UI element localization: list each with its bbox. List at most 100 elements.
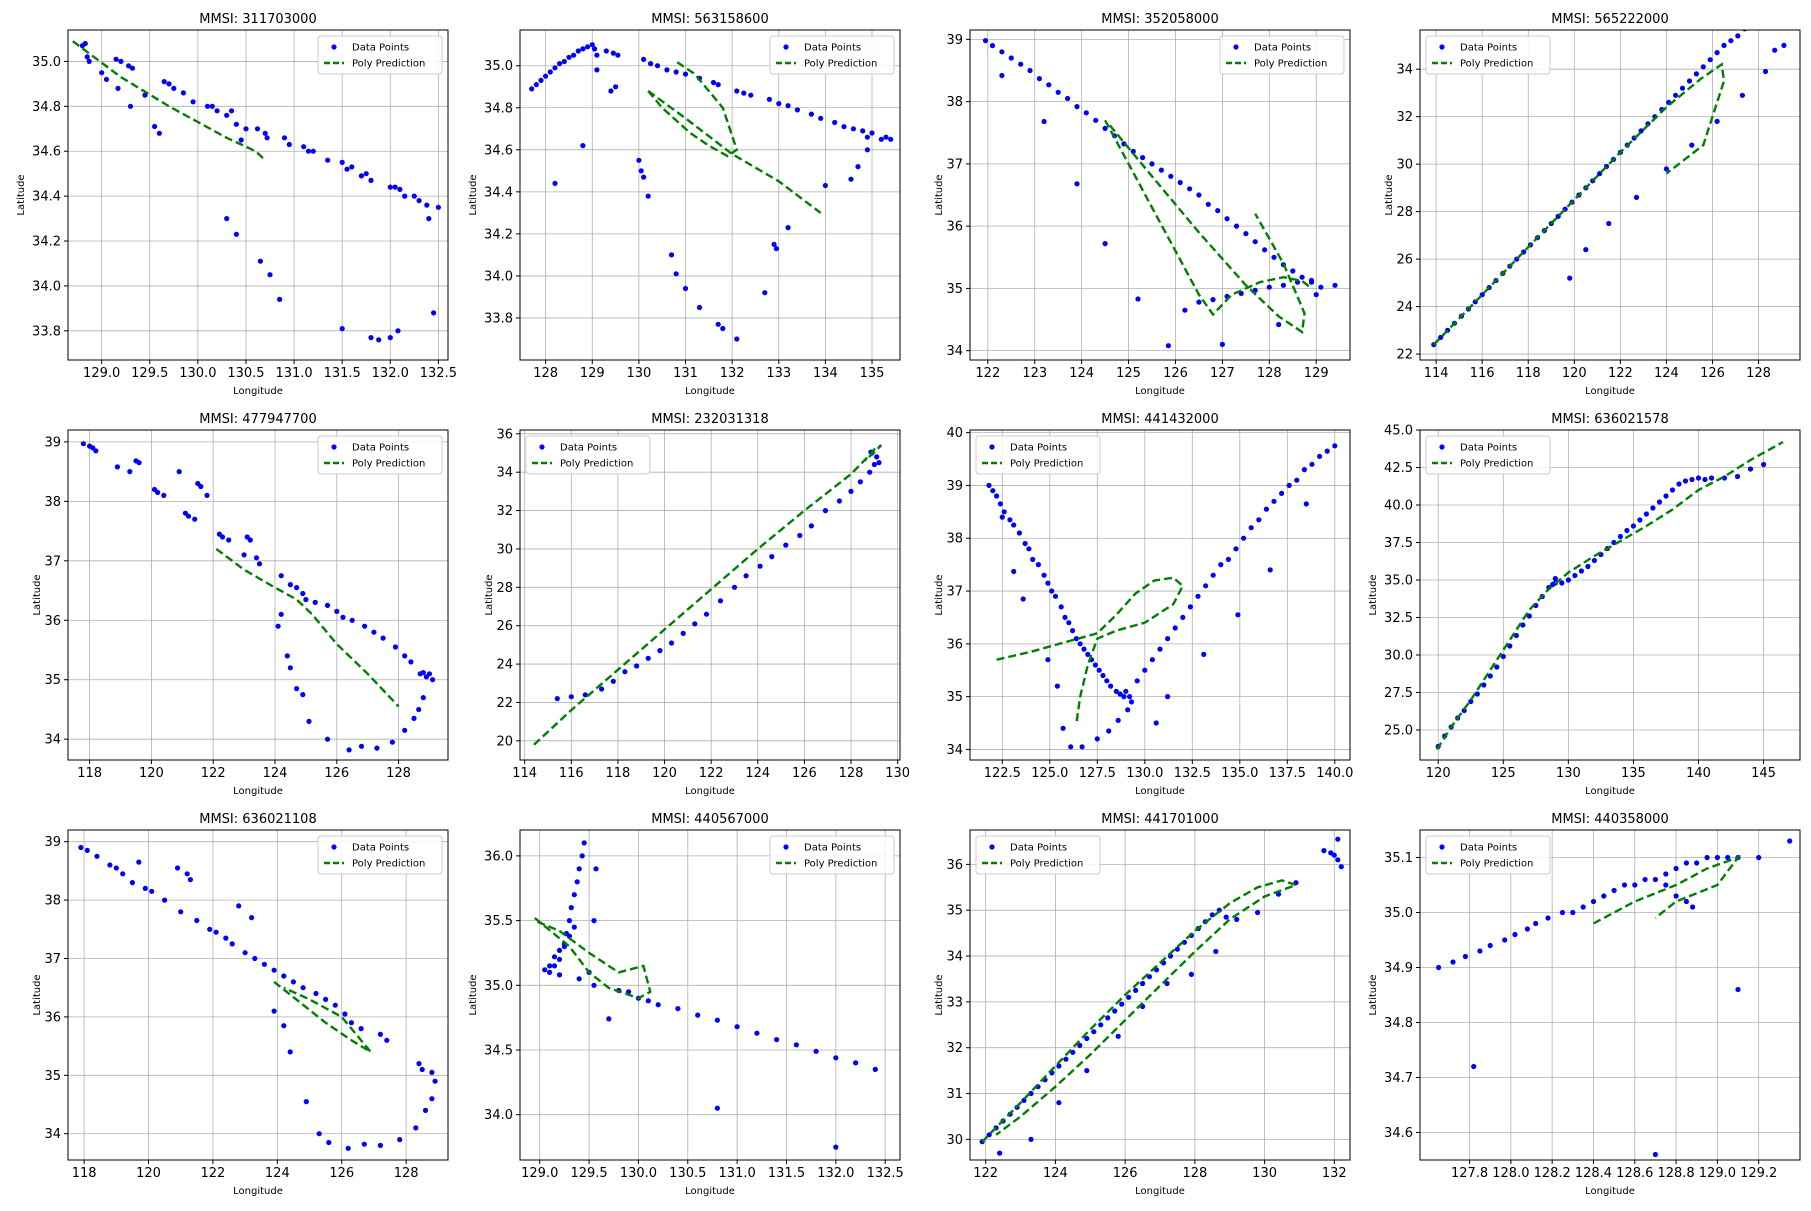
x-tick-label: 137.5 xyxy=(1269,766,1306,781)
prediction-line xyxy=(647,90,822,214)
y-axis-label: Latitude xyxy=(934,174,945,215)
data-point xyxy=(1663,493,1669,499)
x-tick-label: 122 xyxy=(975,366,1000,381)
data-point xyxy=(324,736,331,742)
data-point xyxy=(1172,625,1178,631)
x-tick-label: 128 xyxy=(533,366,558,381)
data-point xyxy=(267,272,273,278)
x-axis-label: Longitude xyxy=(685,386,735,397)
y-tick-label: 28 xyxy=(1396,205,1413,220)
data-point xyxy=(1130,148,1136,154)
data-point xyxy=(1074,181,1080,187)
plot-area xyxy=(533,444,883,746)
data-point xyxy=(281,973,287,979)
data-point xyxy=(542,967,548,973)
prediction-line xyxy=(981,879,1300,1143)
data-point xyxy=(1338,864,1344,870)
data-point xyxy=(715,82,721,88)
x-tick-label: 120 xyxy=(139,766,164,781)
data-point xyxy=(857,479,864,485)
x-tick-label: 130.5 xyxy=(227,366,264,381)
y-tick-label: 26 xyxy=(496,619,513,634)
legend: Data Points Poly Prediction xyxy=(317,435,443,475)
data-point xyxy=(1073,636,1079,642)
data-point xyxy=(1689,142,1695,148)
y-tick-label: 34.0 xyxy=(484,1108,513,1123)
legend: Data Points Poly Prediction xyxy=(1425,35,1551,75)
data-point xyxy=(848,488,854,494)
data-point xyxy=(1652,1151,1658,1158)
data-point xyxy=(224,216,230,222)
data-point xyxy=(1267,567,1273,573)
y-tick-label: 30 xyxy=(496,542,513,557)
data-point xyxy=(300,590,306,597)
data-point xyxy=(358,173,364,179)
y-tick-label: 45.0 xyxy=(1384,424,1413,439)
y-tick-label: 37 xyxy=(44,554,61,569)
x-tick-label: 135.0 xyxy=(1221,766,1258,781)
data-point xyxy=(1507,643,1513,649)
data-point xyxy=(1084,1068,1090,1074)
data-point xyxy=(233,231,239,237)
data-point xyxy=(999,72,1005,79)
x-tick-label: 131 xyxy=(673,366,698,381)
data-point xyxy=(994,493,1000,499)
data-point xyxy=(1335,857,1341,863)
data-point xyxy=(1187,186,1193,192)
data-point xyxy=(1694,860,1700,866)
data-point xyxy=(872,1066,878,1072)
legend-label: Data Points xyxy=(1010,443,1067,454)
data-point xyxy=(115,85,121,91)
data-point xyxy=(999,49,1005,55)
data-point xyxy=(1471,1063,1477,1070)
data-point xyxy=(1263,506,1269,512)
data-point xyxy=(435,204,441,210)
x-tick-label: 130.5 xyxy=(669,1166,706,1181)
x-tick-label: 140.0 xyxy=(1316,766,1353,781)
data-point xyxy=(325,157,331,163)
data-point xyxy=(1213,948,1219,955)
data-point xyxy=(1224,216,1230,222)
subplot-title: MMSI: 311703000 xyxy=(199,12,316,27)
data-point xyxy=(332,1002,338,1008)
y-tick-label: 34.5 xyxy=(484,1044,513,1059)
data-point xyxy=(589,42,595,48)
y-tick-label: 27.5 xyxy=(1384,686,1413,701)
x-tick-label: 128 xyxy=(1257,366,1282,381)
data-point xyxy=(1714,118,1720,124)
data-point xyxy=(822,182,829,189)
data-point xyxy=(368,177,374,183)
data-point xyxy=(533,82,539,88)
data-point xyxy=(1512,931,1518,938)
data-point xyxy=(1201,651,1207,658)
legend-marker-points xyxy=(331,444,337,450)
data-point xyxy=(608,88,614,94)
data-point xyxy=(682,71,689,77)
data-point xyxy=(1016,530,1023,536)
data-point xyxy=(664,67,670,73)
y-tick-label: 37 xyxy=(44,952,61,967)
subplot-12: 127.8 128.0 128.2 128.4 128.6 128.8 129.0 129.2… xyxy=(1368,812,1801,1197)
data-point xyxy=(192,516,198,522)
data-point xyxy=(243,126,249,132)
legend-box xyxy=(769,835,895,875)
data-point xyxy=(581,840,587,846)
y-tick-label: 30.0 xyxy=(1384,649,1413,664)
data-point xyxy=(1215,208,1221,214)
legend-marker-points xyxy=(331,844,337,850)
x-tick-label: 132 xyxy=(720,366,745,381)
data-point xyxy=(204,492,210,498)
y-tick-label: 38 xyxy=(44,894,61,909)
y-tick-label: 30 xyxy=(946,1133,963,1148)
data-point xyxy=(703,611,710,617)
data-point xyxy=(209,103,215,109)
data-point xyxy=(594,52,600,58)
data-point xyxy=(1125,707,1131,713)
axes-frame xyxy=(969,29,1351,361)
data-point xyxy=(547,69,553,75)
data-point xyxy=(556,956,563,963)
data-point xyxy=(313,990,319,997)
data-point xyxy=(1276,321,1282,328)
x-tick-label: 133 xyxy=(766,366,791,381)
